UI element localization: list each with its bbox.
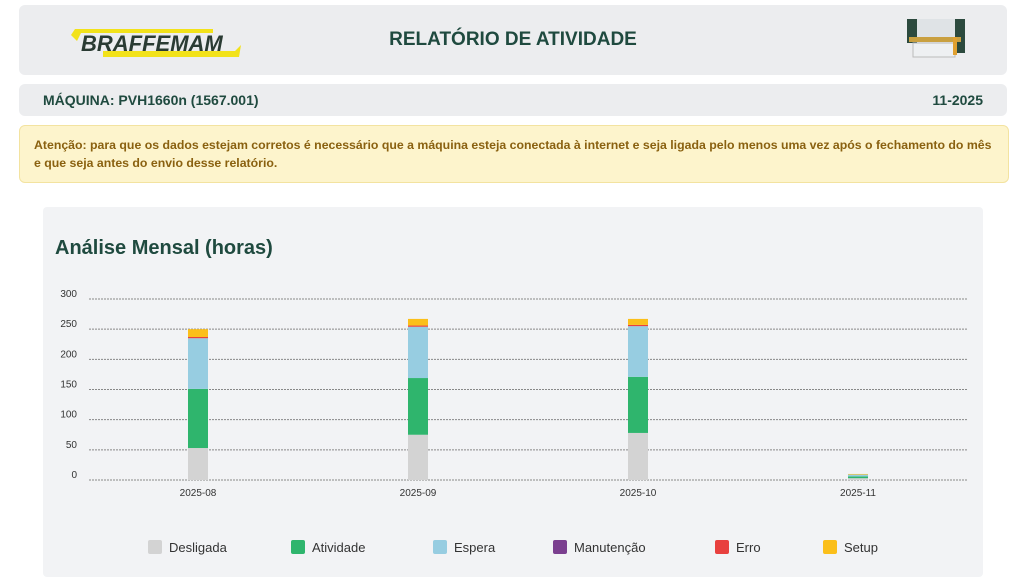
bar-segment-setup [408, 318, 428, 326]
legend-swatch-desligada [148, 540, 162, 554]
x-tick-label: 2025-11 [840, 488, 876, 499]
legend-swatch-erro [715, 540, 729, 554]
legend-swatch-setup [823, 540, 837, 554]
x-tick-label: 2025-10 [620, 488, 657, 499]
bar-segment-atividade [628, 376, 648, 433]
y-tick-label: 0 [71, 470, 77, 481]
chart-title: Análise Mensal (horas) [55, 237, 273, 259]
y-tick-label: 50 [66, 440, 78, 451]
bar-segment-espera [848, 474, 868, 477]
legend-swatch-espera [433, 540, 447, 554]
bar-segment-desligada [848, 478, 868, 480]
y-tick-label: 300 [60, 289, 77, 300]
bar-segment-desligada [628, 432, 648, 480]
bar-segment-erro [628, 324, 648, 327]
monthly-analysis-card: Análise Mensal (horas) 0 50 100 150 200 250 30… [43, 207, 983, 577]
bar-segment-desligada [408, 434, 428, 480]
legend-swatch-manutenção [553, 540, 567, 554]
warning-text: Atenção: para que os dados estejam corre… [34, 138, 992, 170]
bar-segment-setup [848, 473, 868, 475]
page-title: RELATÓRIO DE ATIVIDADE [389, 29, 637, 50]
bar-segment-erro [408, 325, 428, 327]
bar-segment-espera [188, 338, 208, 389]
legend-label: Atividade [312, 540, 365, 555]
brand-name: BRAFFEMAM [81, 31, 223, 56]
bar-segment-erro [188, 337, 208, 339]
y-tick-label: 100 [60, 410, 77, 421]
report-header: BRAFFEMAM RELATÓRIO DE ATIVIDADE [19, 5, 1007, 75]
bar-segment-setup [628, 318, 648, 325]
bar-segment-atividade [848, 476, 868, 479]
bar-segment-desligada [188, 448, 208, 480]
y-tick-label: 150 [60, 380, 77, 391]
stacked-bar-chart: 0 50 100 150 200 250 300 2025-08 2025-09 2025-10 2… [60, 289, 968, 555]
legend-label: Manutenção [574, 540, 646, 555]
bar-segment-atividade [188, 388, 208, 449]
legend-label: Espera [454, 540, 496, 555]
legend-swatch-atividade [291, 540, 305, 554]
bar-segment-atividade [408, 378, 428, 435]
legend-label: Setup [844, 540, 878, 555]
y-tick-label: 250 [60, 319, 77, 330]
press-brake-machine-image [907, 19, 965, 58]
legend-label: Desligada [169, 540, 228, 555]
legend-label: Erro [736, 540, 761, 555]
bar-segment-espera [628, 326, 648, 377]
machine-label: MÁQUINA: PVH1660n (1567.001) [43, 92, 259, 108]
bar-segment-espera [408, 326, 428, 379]
machine-info-bar: MÁQUINA: PVH1660n (1567.001) 11-2025 [19, 84, 1007, 116]
report-period: 11-2025 [932, 92, 983, 108]
braffemam-logo: BRAFFEMAM [71, 29, 241, 57]
warning-banner: Atenção: para que os dados estejam corre… [19, 125, 1009, 183]
x-tick-label: 2025-09 [400, 488, 437, 499]
bar-segment-setup [188, 329, 208, 338]
x-tick-label: 2025-08 [180, 488, 217, 499]
y-tick-label: 200 [60, 349, 77, 360]
